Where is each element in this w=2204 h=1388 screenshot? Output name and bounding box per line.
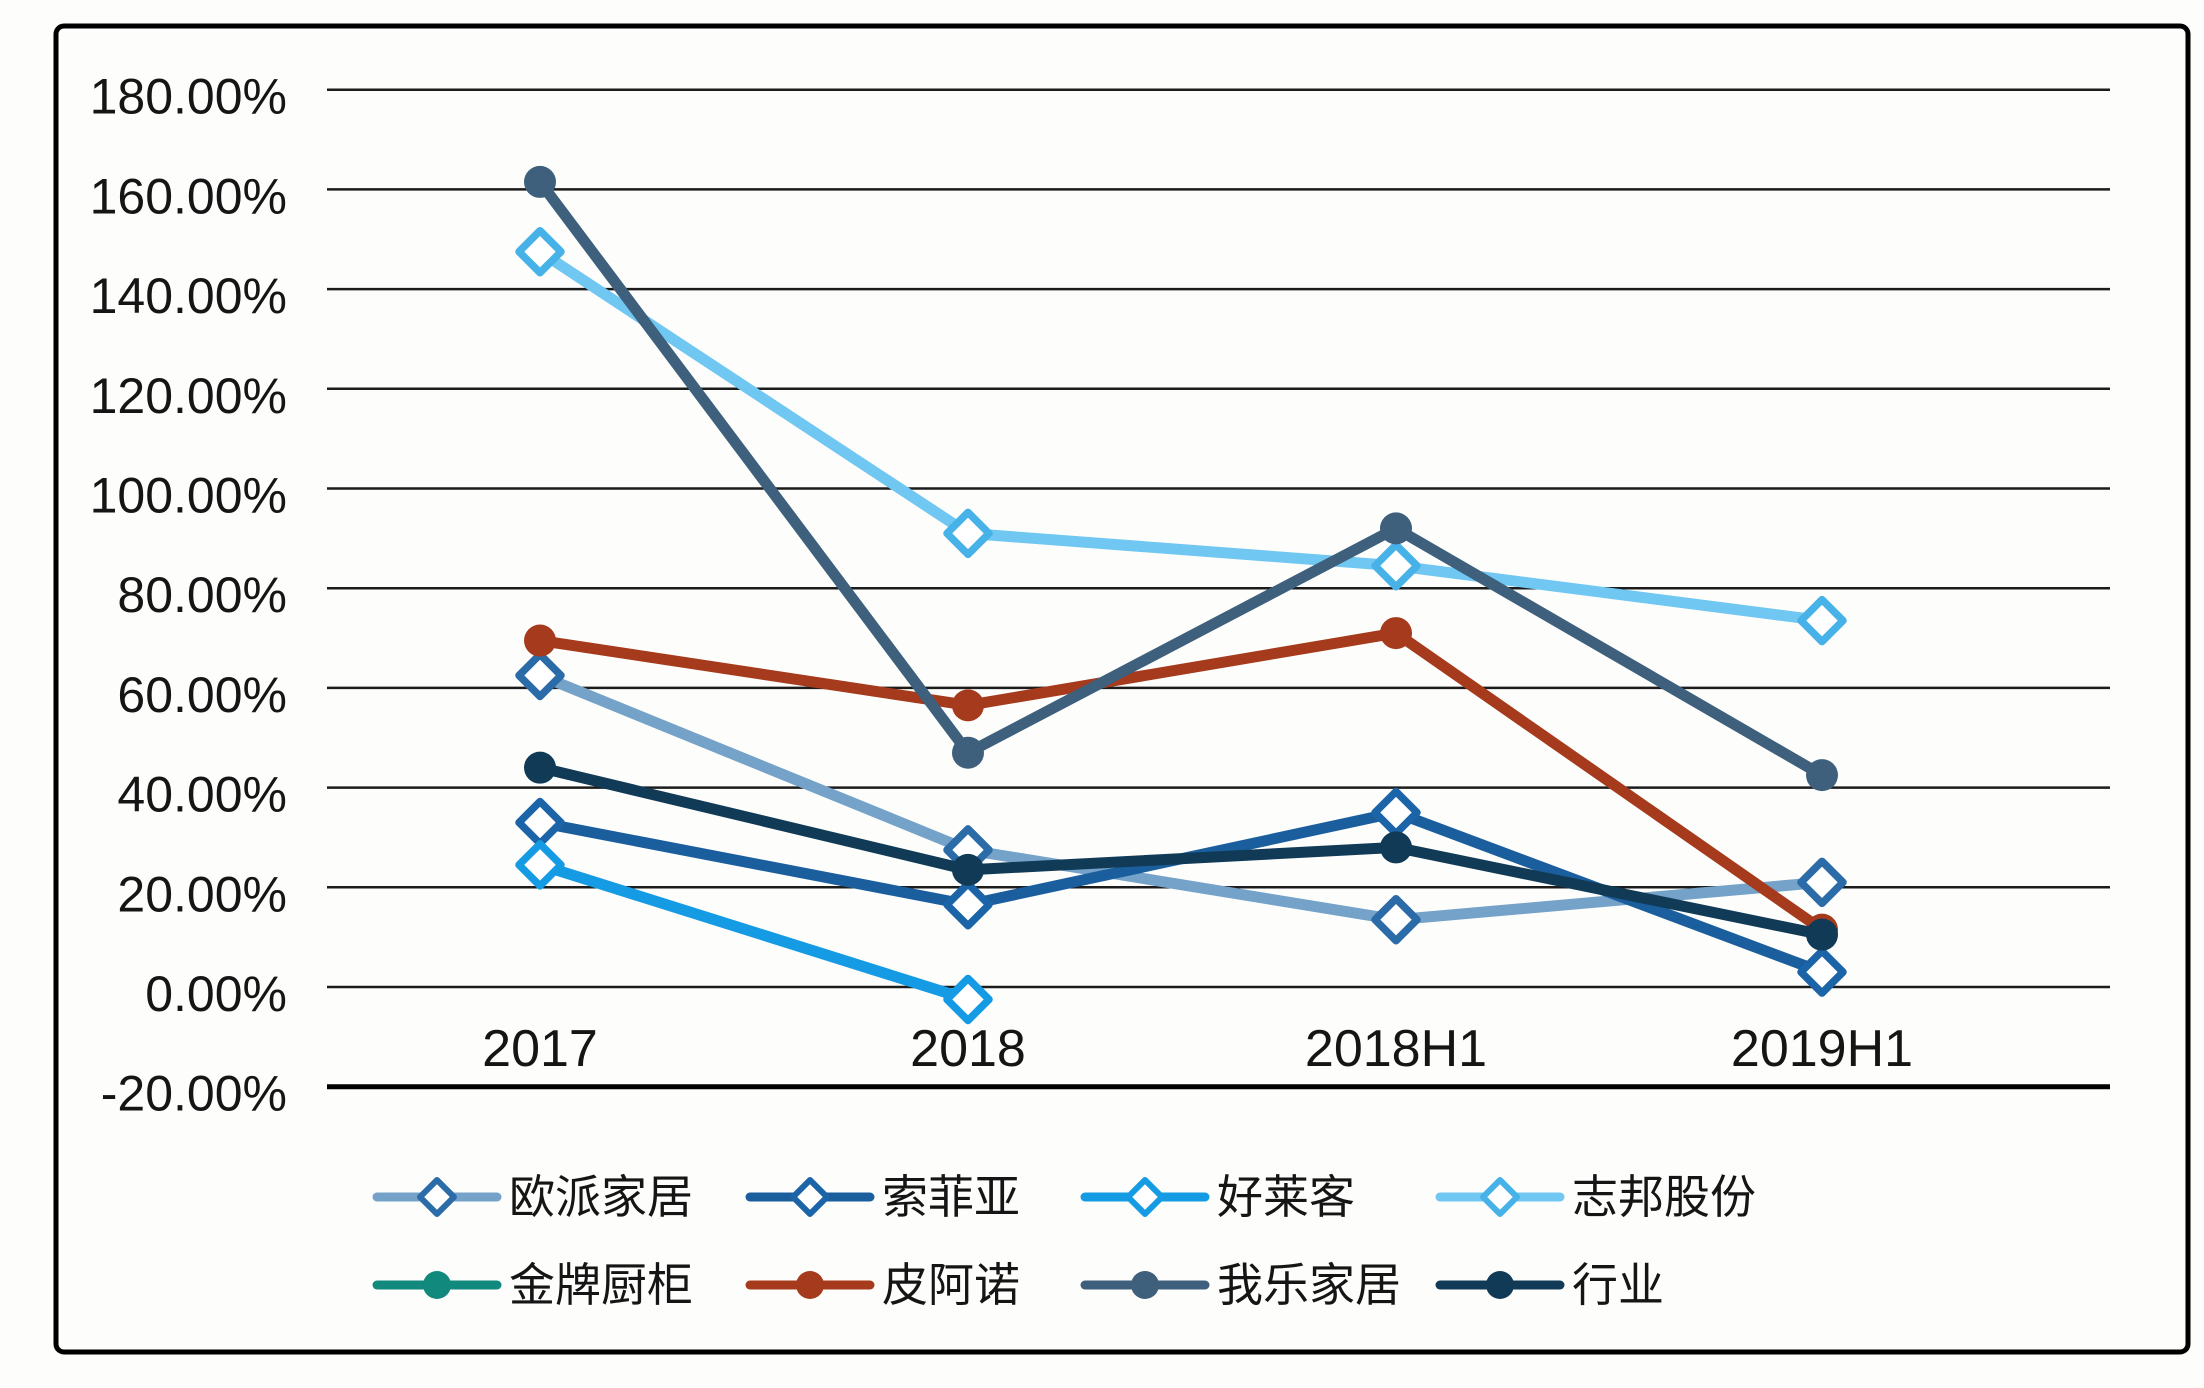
series-marker-industry-2017	[524, 751, 556, 784]
y-tick-label-120: 120.00%	[90, 368, 287, 424]
series-marker-olohome-2018H1	[1380, 512, 1412, 545]
series-marker-piano-2017	[524, 624, 556, 657]
x-label-2018H1: 2018H1	[1305, 1020, 1487, 1078]
legend-item-holike: 好莱客	[1080, 1171, 1355, 1223]
series-industry	[524, 751, 1838, 951]
y-tick-label-140: 140.00%	[90, 268, 287, 324]
series-marker-piano-2018H1	[1380, 617, 1412, 650]
legend-item-oppein: 欧派家居	[372, 1171, 693, 1223]
series-marker-olohome-2018	[952, 736, 984, 769]
series-holike	[515, 840, 993, 1025]
legend-label-holike: 好莱客	[1217, 1171, 1355, 1223]
x-label-2018: 2018	[910, 1020, 1026, 1078]
legend-item-industry: 行业	[1435, 1259, 1664, 1311]
legend-item-goldenhome: 金牌厨柜	[372, 1259, 693, 1311]
series-line-holike	[534, 859, 974, 1005]
series-marker-industry-2018H1	[1380, 831, 1412, 864]
chart-frame-border	[53, 23, 2191, 1355]
series-marker-olohome-2019H1	[1806, 759, 1838, 792]
legend-item-suofeiya: 索菲亚	[745, 1171, 1020, 1223]
y-tick-label-180: 180.00%	[90, 69, 287, 125]
series-marker-oppein-2017	[515, 650, 565, 701]
legend-item-olohome: 我乐家居	[1080, 1259, 1401, 1311]
legend-item-zbom: 志邦股份	[1435, 1171, 1756, 1223]
legend-swatch-marker-olohome	[1131, 1271, 1159, 1299]
y-tick-label-80: 80.00%	[117, 567, 287, 623]
series-marker-industry-2018	[952, 853, 984, 886]
series-marker-suofeiya-2018	[943, 879, 993, 930]
y-tick-label-40: 40.00%	[117, 767, 287, 823]
series-zbom	[515, 226, 1847, 646]
series-marker-zbom-2017	[515, 226, 565, 277]
series-line-zbom	[534, 246, 1828, 627]
legend-label-goldenhome: 金牌厨柜	[509, 1259, 693, 1311]
series-marker-oppein-2019H1	[1797, 857, 1847, 908]
y-tick-label--20: -20.00%	[101, 1066, 287, 1122]
series-marker-zbom-2019H1	[1797, 595, 1847, 646]
y-tick-label-100: 100.00%	[90, 468, 287, 524]
legend-label-oppein: 欧派家居	[509, 1171, 693, 1223]
series-marker-holike-2018	[943, 974, 993, 1025]
legend-label-piano: 皮阿诺	[882, 1259, 1020, 1311]
legend-item-piano: 皮阿诺	[745, 1259, 1020, 1311]
series-line-piano	[534, 627, 1828, 936]
series-line-olohome	[534, 176, 1828, 781]
series-marker-holike-2017	[515, 840, 565, 890]
series-marker-oppein-2018H1	[1371, 894, 1421, 945]
series-olohome	[524, 165, 1838, 792]
series-marker-industry-2019H1	[1806, 918, 1838, 951]
x-label-2017: 2017	[482, 1020, 598, 1078]
series-line-oppein	[534, 669, 1828, 926]
legend-swatch-marker-goldenhome	[423, 1271, 451, 1299]
y-tick-label-20: 20.00%	[117, 866, 287, 922]
series-oppein	[515, 650, 1847, 945]
y-tick-label-60: 60.00%	[117, 667, 287, 723]
series-marker-zbom-2018H1	[1371, 541, 1421, 591]
series-marker-piano-2018	[952, 689, 984, 722]
legend-swatch-marker-piano	[796, 1271, 824, 1299]
legend-label-industry: 行业	[1572, 1259, 1664, 1311]
legend-label-zbom: 志邦股份	[1572, 1171, 1756, 1223]
legend-swatch-marker-industry	[1486, 1271, 1514, 1299]
legend-label-olohome: 我乐家居	[1217, 1259, 1401, 1311]
y-tick-label-0: 0.00%	[145, 966, 287, 1022]
y-tick-label-160: 160.00%	[90, 168, 287, 224]
series-line-industry	[534, 762, 1828, 941]
series-marker-olohome-2017	[524, 165, 556, 198]
x-label-2019H1: 2019H1	[1731, 1020, 1913, 1078]
legend-label-suofeiya: 索菲亚	[882, 1171, 1020, 1223]
series-marker-suofeiya-2019H1	[1797, 947, 1847, 997]
series-marker-zbom-2018	[943, 508, 993, 559]
